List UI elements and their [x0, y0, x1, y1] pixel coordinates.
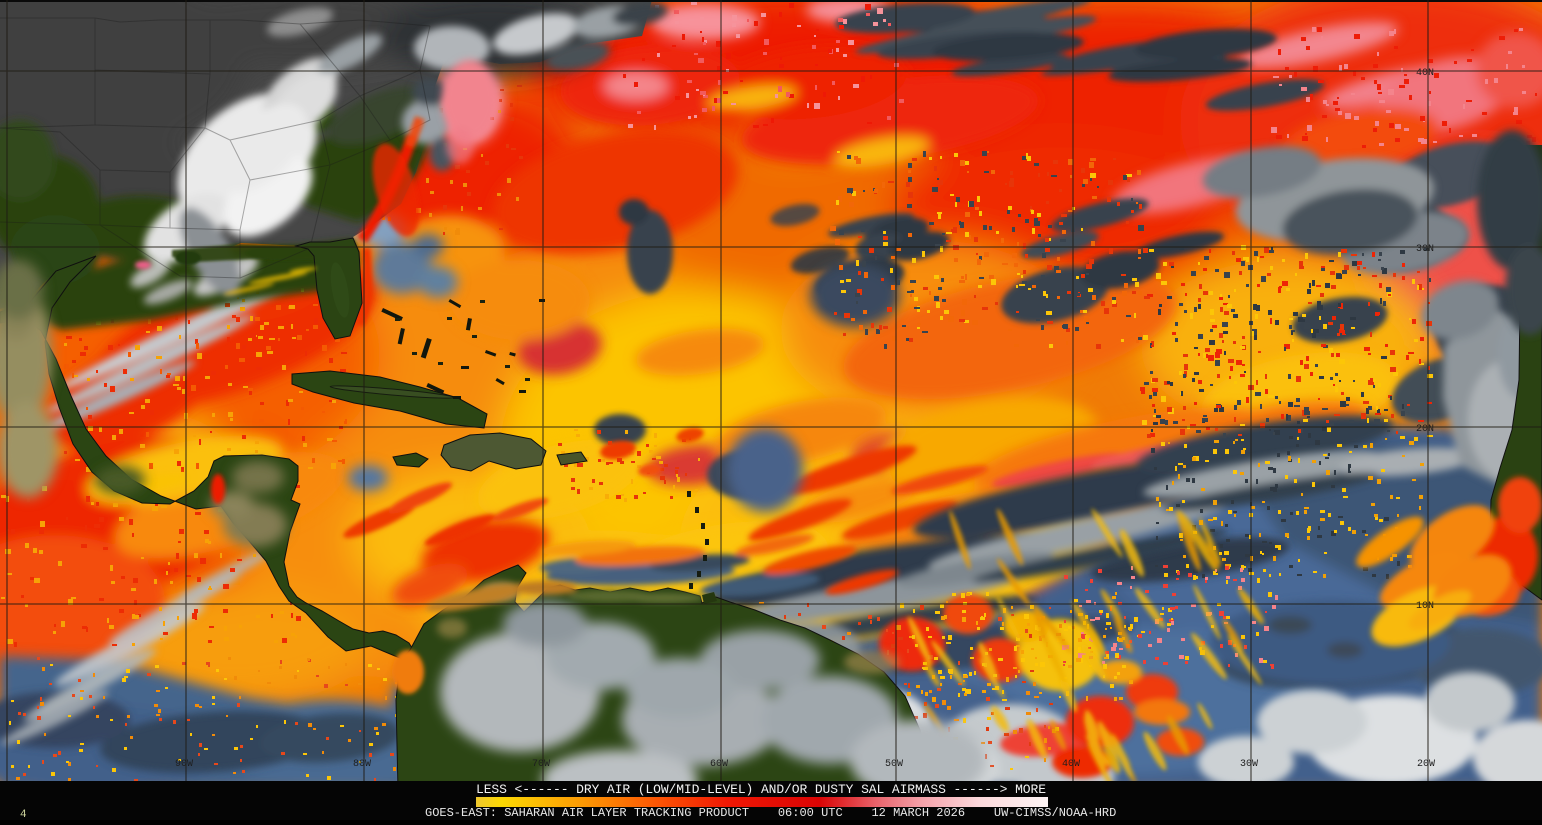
svg-text:80W: 80W [353, 759, 371, 770]
svg-text:50W: 50W [885, 759, 903, 770]
svg-text:60W: 60W [710, 759, 728, 770]
svg-text:GOES-EAST: SAHARAN AIR LAYER T: GOES-EAST: SAHARAN AIR LAYER TRACKING PR… [425, 806, 1116, 820]
svg-text:20N: 20N [1416, 424, 1434, 435]
svg-text:70W: 70W [532, 759, 550, 770]
svg-text:30W: 30W [1240, 759, 1258, 770]
svg-text:20W: 20W [1417, 759, 1435, 770]
svg-text:30N: 30N [1416, 244, 1434, 255]
svg-text:10N: 10N [1416, 601, 1434, 612]
svg-text:40N: 40N [1416, 68, 1434, 79]
svg-text:90W: 90W [175, 759, 193, 770]
svg-text:LESS <------ DRY AIR (LOW/MID-: LESS <------ DRY AIR (LOW/MID-LEVEL) AND… [476, 782, 1046, 797]
svg-text:4: 4 [20, 809, 27, 820]
svg-text:40W: 40W [1062, 759, 1080, 770]
